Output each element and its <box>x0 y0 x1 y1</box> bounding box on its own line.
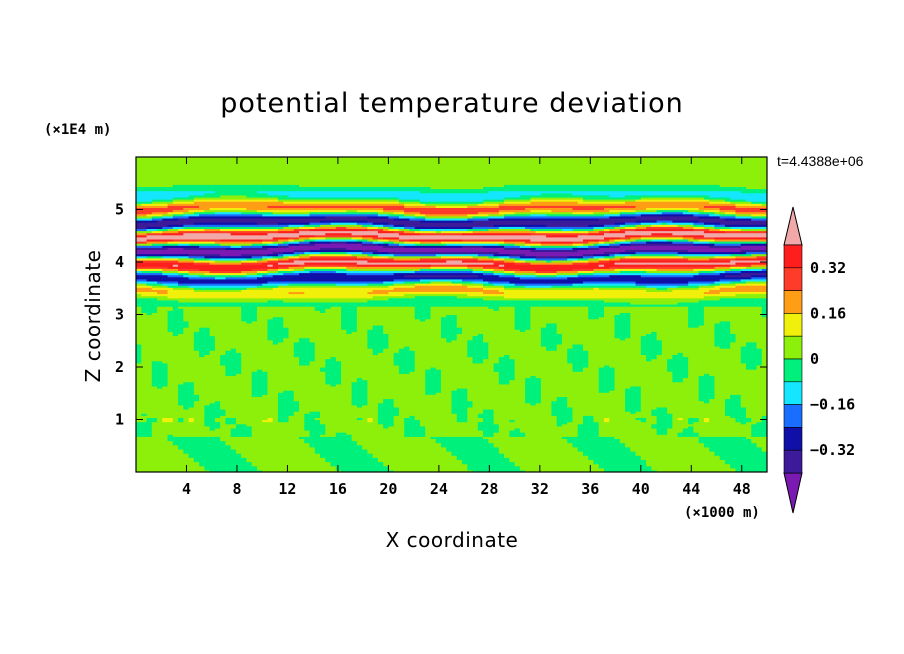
x-tick-label: 16 <box>329 480 347 498</box>
x-tick-label: 36 <box>581 480 599 498</box>
y-tick-label: 4 <box>115 253 124 271</box>
colorbar-swatch <box>783 267 803 291</box>
x-tick-label: 12 <box>278 480 296 498</box>
x-tick-label: 44 <box>682 480 700 498</box>
x-tick-label: 20 <box>379 480 397 498</box>
colorbar-swatch <box>783 313 803 337</box>
x-tick-label: 40 <box>632 480 650 498</box>
y-tick-label: 3 <box>115 306 124 324</box>
time-label: t=4.4388e+06 <box>777 153 864 169</box>
x-tick-label: 4 <box>182 480 191 498</box>
x-tick-label: 32 <box>531 480 549 498</box>
colorbar-label: −0.16 <box>810 396 855 414</box>
colorbar-top-extension <box>783 206 803 246</box>
colorbar-label: 0 <box>810 350 819 368</box>
colorbar-swatch <box>783 427 803 451</box>
colorbar-label: 0.32 <box>810 259 846 277</box>
x-axis-label: X coordinate <box>386 528 519 552</box>
x-unit-label: (×1000 m) <box>684 505 760 521</box>
colorbar-swatch <box>783 404 803 428</box>
colorbar-label: 0.16 <box>810 304 846 322</box>
colorbar-swatch <box>783 358 803 383</box>
contour-field <box>136 157 767 472</box>
colorbar-swatch <box>783 381 803 405</box>
x-tick-label: 48 <box>733 480 751 498</box>
colorbar-swatch <box>783 244 803 269</box>
colorbar-swatch <box>783 335 803 360</box>
y-tick-label: 5 <box>115 201 124 219</box>
y-tick-label: 2 <box>115 358 124 376</box>
chart-title: potential temperature deviation <box>220 88 683 119</box>
y-axis: 1 2 3 4 5 <box>115 201 767 429</box>
colorbar-label: −0.32 <box>810 441 855 459</box>
x-tick-label: 24 <box>430 480 448 498</box>
y-tick-label: 1 <box>115 411 124 429</box>
colorbar: 0.32 0.16 0 −0.16 −0.32 <box>783 206 855 514</box>
x-tick-label: 28 <box>480 480 498 498</box>
x-tick-label: 8 <box>232 480 241 498</box>
x-axis: 4 8 12 16 20 24 28 32 36 40 44 48 <box>182 157 751 498</box>
y-unit-label: (×1E4 m) <box>44 122 111 138</box>
colorbar-swatch <box>783 290 803 314</box>
colorbar-bottom-extension <box>783 472 803 514</box>
colorbar-swatch <box>783 449 803 474</box>
y-axis-label: Z coordinate <box>81 250 105 383</box>
